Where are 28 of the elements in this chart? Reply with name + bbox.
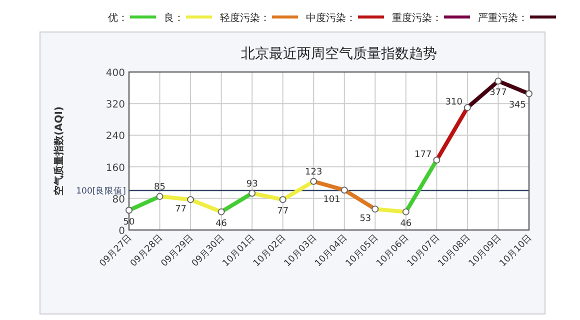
data-label: 77 [277, 206, 289, 217]
legend-label: 轻度污染： [220, 12, 270, 24]
y-tick-label: 160 [106, 162, 125, 174]
data-label: 77 [175, 204, 187, 215]
data-label: 93 [246, 179, 258, 190]
legend-label: 良： [164, 12, 184, 24]
data-label: 85 [154, 182, 166, 192]
data-label: 101 [323, 195, 340, 206]
data-label: 377 [490, 88, 507, 98]
legend-label: 优： [108, 13, 128, 24]
data-label: 46 [216, 218, 228, 229]
y-tick-label: 400 [106, 68, 125, 79]
data-label: 46 [400, 218, 412, 229]
chart-title: 北京最近两周空气质量指数趋势 [241, 46, 437, 62]
y-tick-label: 320 [106, 100, 125, 111]
y-axis-title: 空气质量指数(AQI) [53, 106, 65, 196]
data-label: 53 [360, 214, 372, 224]
y-tick-label: 240 [106, 131, 125, 142]
legend-label: 中度污染： [306, 12, 356, 24]
data-label: 123 [305, 167, 322, 178]
data-label: 177 [414, 150, 432, 160]
data-label: 345 [508, 100, 526, 111]
legend-label: 重度污染： [392, 12, 442, 24]
ref-line-label: 100[良限值] [76, 186, 126, 196]
y-tick-label: 80 [112, 194, 125, 206]
data-label: 310 [445, 98, 463, 108]
legend-label: 严重污染： [478, 12, 528, 24]
y-tick-label: 0 [118, 226, 125, 237]
